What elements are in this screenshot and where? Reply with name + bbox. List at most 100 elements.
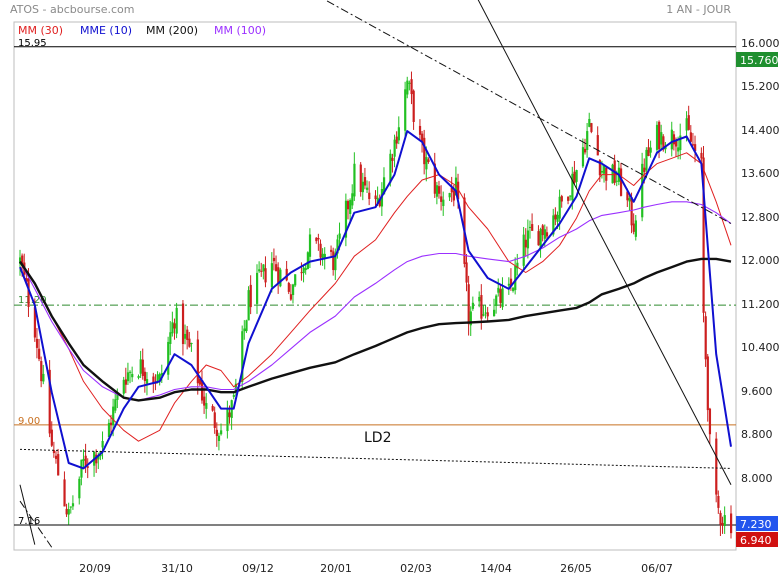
- candle-body: [279, 269, 282, 287]
- candle: [437, 180, 441, 199]
- candle-body: [48, 369, 51, 434]
- badge-period-low: 6.940: [736, 532, 778, 547]
- legend-mm200: MM (200): [146, 24, 198, 37]
- candle: [277, 262, 280, 294]
- candle: [730, 505, 733, 539]
- candle: [575, 169, 578, 189]
- y-tick-label: 8.800: [741, 428, 773, 441]
- candle-body: [69, 506, 72, 508]
- candle: [42, 364, 45, 385]
- candle: [169, 321, 172, 356]
- candle: [353, 152, 356, 201]
- candle: [141, 348, 144, 380]
- candle-body: [465, 262, 468, 283]
- candle: [715, 432, 718, 503]
- candle-body: [40, 361, 43, 382]
- candle: [586, 122, 589, 158]
- candle-body: [412, 90, 415, 122]
- candle-body: [241, 331, 244, 382]
- candle-body: [469, 311, 472, 326]
- candle: [507, 277, 511, 295]
- candle: [302, 264, 305, 283]
- candle-body: [175, 307, 178, 334]
- candle-body: [304, 268, 307, 271]
- candle: [275, 255, 278, 272]
- candle-body: [376, 197, 379, 205]
- candle: [495, 294, 498, 314]
- candle-body: [338, 233, 341, 239]
- candle: [391, 153, 394, 173]
- candle-body: [86, 466, 89, 468]
- candle-body: [440, 196, 443, 202]
- candle: [704, 311, 707, 367]
- candle-body: [435, 185, 439, 197]
- candle: [346, 199, 350, 220]
- candle: [363, 167, 367, 190]
- candle: [448, 192, 451, 202]
- candle: [382, 167, 386, 195]
- candle-body: [245, 320, 248, 332]
- trendline-4: [19, 484, 36, 545]
- candle-body: [421, 133, 424, 143]
- candle: [522, 226, 525, 272]
- level-label-9: 9.00: [18, 416, 40, 427]
- candle: [129, 370, 132, 384]
- candle-body: [526, 230, 530, 249]
- candle: [694, 135, 697, 163]
- candle-body: [495, 295, 498, 307]
- y-tick-label: 14.400: [741, 124, 780, 137]
- candle: [317, 233, 320, 251]
- candle: [590, 122, 593, 134]
- candle: [406, 76, 409, 99]
- candle-body: [173, 323, 176, 329]
- candle: [514, 257, 517, 295]
- candle-body: [425, 157, 428, 170]
- candle: [410, 71, 413, 105]
- candle: [139, 350, 142, 378]
- candle-body: [129, 371, 132, 373]
- candle-body: [611, 164, 614, 184]
- candle-body: [205, 403, 208, 409]
- candle: [397, 116, 400, 145]
- candle: [188, 331, 191, 348]
- candle: [497, 278, 500, 297]
- candle-body: [190, 342, 193, 345]
- candle: [569, 195, 572, 201]
- candle-body: [567, 196, 570, 201]
- candle: [374, 190, 377, 208]
- ma-mm30-line: [19, 152, 732, 442]
- candle: [528, 220, 532, 239]
- candle: [545, 226, 549, 240]
- candle-body: [484, 312, 487, 314]
- candle: [486, 307, 489, 321]
- candle: [641, 152, 644, 222]
- candle-body: [196, 339, 199, 384]
- candle-body: [277, 267, 280, 284]
- candle: [260, 262, 263, 277]
- candle-body: [63, 479, 66, 507]
- badge-last-price: 7.230: [736, 516, 778, 531]
- candle-body: [19, 257, 22, 264]
- candle-body: [124, 379, 128, 385]
- candle-body: [126, 372, 130, 382]
- candle-body: [626, 191, 629, 201]
- candle-body: [660, 132, 663, 145]
- candle: [48, 360, 51, 438]
- y-tick-label: 11.200: [741, 298, 780, 311]
- candle: [211, 404, 214, 412]
- candle: [232, 392, 235, 400]
- candle-body: [507, 283, 511, 286]
- candle: [304, 264, 307, 275]
- candle-body: [393, 139, 396, 157]
- candle-body: [346, 201, 350, 210]
- candle-body: [143, 371, 147, 381]
- y-tick-label: 8.000: [741, 472, 773, 485]
- candle: [175, 302, 178, 339]
- candle-body: [427, 159, 430, 162]
- candle-body: [249, 284, 252, 308]
- badge-low-text: 6.940: [740, 534, 772, 547]
- candle-body: [719, 512, 722, 525]
- candle-body: [156, 374, 159, 382]
- ma-mm200-line: [19, 257, 732, 402]
- candle-body: [619, 168, 623, 196]
